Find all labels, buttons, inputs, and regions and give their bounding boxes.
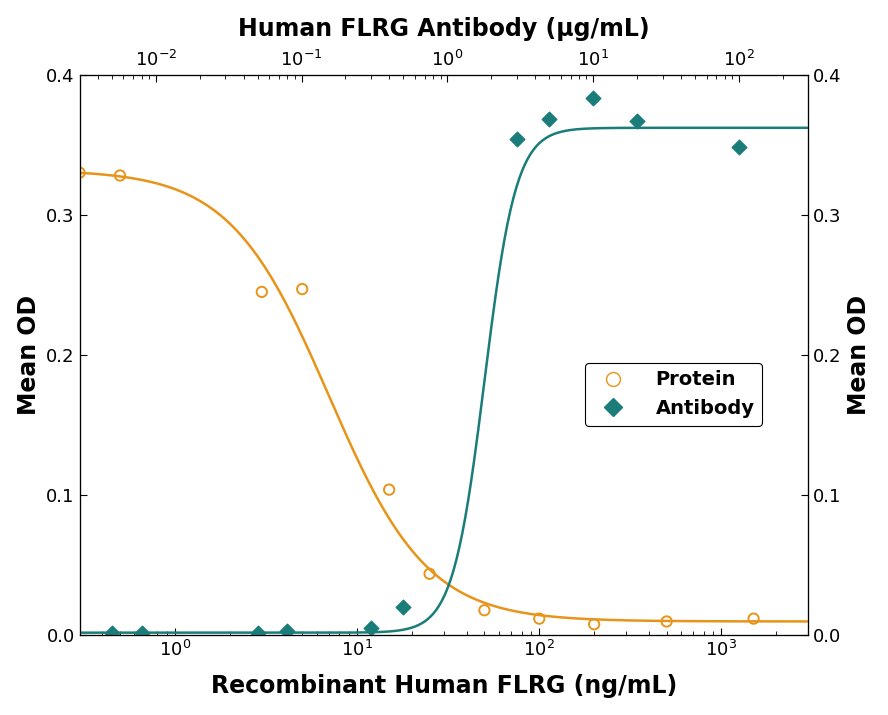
Point: [396, 602, 410, 613]
Point: [105, 627, 119, 638]
Point: [113, 169, 127, 181]
Point: [586, 93, 600, 104]
Point: [532, 613, 546, 624]
Point: [660, 616, 674, 627]
Point: [255, 286, 269, 297]
Point: [510, 133, 524, 144]
Legend: Protein, Antibody: Protein, Antibody: [585, 363, 762, 426]
X-axis label: Human FLRG Antibody (μg/mL): Human FLRG Antibody (μg/mL): [238, 16, 650, 41]
Point: [747, 613, 761, 624]
Y-axis label: Mean OD: Mean OD: [847, 295, 871, 415]
Point: [281, 626, 295, 637]
Point: [382, 484, 396, 495]
X-axis label: Recombinant Human FLRG (ng/mL): Recombinant Human FLRG (ng/mL): [210, 674, 678, 699]
Point: [73, 167, 87, 179]
Point: [423, 568, 437, 579]
Point: [135, 627, 149, 638]
Point: [630, 115, 644, 127]
Point: [587, 618, 601, 630]
Point: [542, 114, 556, 125]
Point: [478, 604, 492, 616]
Point: [250, 627, 265, 638]
Y-axis label: Mean OD: Mean OD: [17, 295, 41, 415]
Point: [295, 283, 309, 295]
Point: [364, 623, 378, 634]
Point: [732, 142, 746, 153]
